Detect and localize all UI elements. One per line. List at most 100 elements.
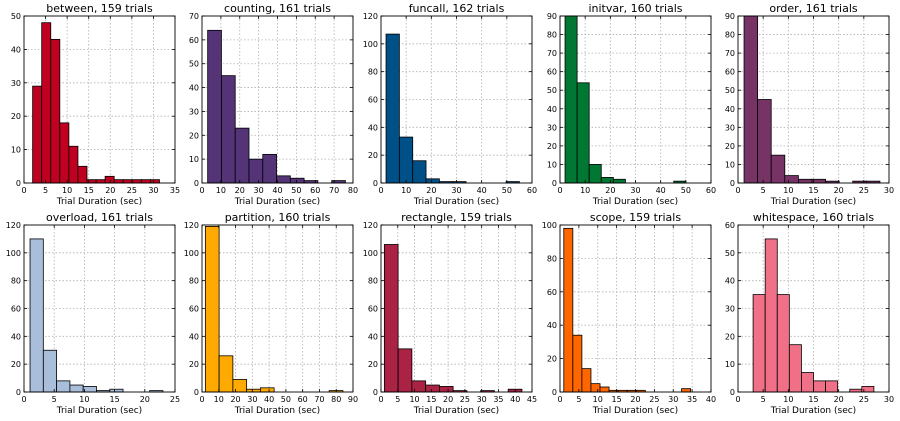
- x-axis-label: Trial Duration (sec): [413, 197, 499, 207]
- x-tick-label: 0: [199, 186, 204, 195]
- x-tick-label: 40: [477, 186, 487, 195]
- x-tick-label: 25: [127, 186, 137, 195]
- y-tick-label: 30: [725, 305, 735, 314]
- histogram-bar: [398, 136, 414, 184]
- y-tick-label: 50: [725, 86, 735, 95]
- histogram-bar: [411, 380, 427, 393]
- histogram-bar: [681, 388, 692, 393]
- subplot-3: 0 10 20 30 40 50 60 0 20 40 60 80 100 120 funcall, 162…: [363, 2, 537, 207]
- histogram-bar: [385, 33, 400, 184]
- y-tick-label: 80: [11, 277, 21, 286]
- x-tick-label: 40: [272, 186, 282, 195]
- histogram-bar: [113, 179, 124, 184]
- y-tick-label: 20: [11, 112, 21, 121]
- y-tick-label: 40: [11, 45, 21, 54]
- y-tick-label: 120: [363, 221, 378, 230]
- x-tick-label: 10: [216, 186, 226, 195]
- y-tick-label: 60: [11, 305, 21, 314]
- subplot-8: 0 5 10 15 20 25 30 35 40 45 0 20 40 60 80 100 120 rectang…: [363, 211, 537, 416]
- subplot-6: 0 5 10 15 20 25 0 20 40 60 80 100 120 overload, 161 t…: [6, 211, 180, 416]
- x-tick-label: 80: [348, 186, 358, 195]
- y-tick-label: 90: [725, 12, 735, 21]
- y-tick-label: 60: [368, 305, 378, 314]
- x-tick-label: 15: [84, 186, 94, 195]
- y-tick-label: 80: [189, 277, 199, 286]
- y-tick-label: 0: [552, 388, 557, 397]
- x-tick-label: 35: [170, 186, 180, 195]
- y-tick-label: 80: [547, 254, 557, 263]
- y-tick-label: 60: [547, 68, 557, 77]
- subplot-title: rectangle, 159 trials: [401, 211, 512, 224]
- histogram-bar: [69, 384, 84, 393]
- x-axis-label: Trial Duration (sec): [770, 406, 856, 416]
- x-tick-label: 25: [649, 395, 659, 404]
- x-tick-label: 0: [735, 395, 740, 404]
- histogram-bar: [784, 175, 799, 184]
- x-tick-label: 20: [605, 186, 615, 195]
- histogram-bar: [232, 379, 248, 393]
- x-tick-label: 20: [235, 186, 245, 195]
- histogram-bar: [599, 386, 610, 393]
- x-tick-label: 30: [451, 186, 461, 195]
- histogram-bar: [276, 175, 291, 184]
- y-tick-label: 20: [547, 355, 557, 364]
- y-tick-label: 70: [725, 49, 735, 58]
- x-tick-label: 40: [510, 395, 520, 404]
- histogram-bar: [68, 145, 79, 184]
- y-tick-label: 40: [547, 321, 557, 330]
- x-tick-label: 20: [443, 395, 453, 404]
- y-tick-label: 50: [11, 12, 21, 21]
- x-tick-label: 20: [834, 395, 844, 404]
- x-tick-label: 40: [264, 395, 274, 404]
- x-tick-label: 10: [401, 186, 411, 195]
- x-tick-label: 5: [576, 395, 581, 404]
- subplot-title: scope, 159 trials: [590, 211, 681, 224]
- y-tick-label: 30: [189, 107, 199, 116]
- y-tick-label: 0: [194, 388, 199, 397]
- y-tick-label: 100: [363, 40, 378, 49]
- y-tick-label: 100: [542, 221, 557, 230]
- histogram-bar: [412, 160, 427, 184]
- x-tick-label: 15: [808, 395, 818, 404]
- histogram-bar: [825, 380, 839, 393]
- histogram-bar: [576, 82, 590, 184]
- x-tick-label: 5: [761, 395, 766, 404]
- histogram-bar: [438, 386, 454, 393]
- y-tick-label: 40: [725, 105, 735, 114]
- x-tick-label: 0: [557, 186, 562, 195]
- histogram-bar: [764, 238, 778, 393]
- histogram-bar: [813, 380, 826, 393]
- x-tick-label: 45: [527, 395, 537, 404]
- y-tick-label: 50: [725, 249, 735, 258]
- histogram-bar: [600, 177, 614, 184]
- x-axis-label: Trial Duration (sec): [56, 197, 142, 207]
- y-tick-label: 0: [194, 179, 199, 188]
- x-tick-label: 0: [735, 186, 740, 195]
- x-tick-label: 30: [668, 395, 678, 404]
- subplot-title: order, 161 trials: [769, 2, 858, 15]
- x-tick-label: 25: [460, 395, 470, 404]
- x-tick-label: 80: [331, 395, 341, 404]
- x-tick-label: 10: [783, 186, 793, 195]
- x-tick-label: 60: [298, 395, 308, 404]
- histogram-bar: [397, 348, 413, 393]
- x-tick-label: 30: [148, 186, 158, 195]
- y-tick-label: 40: [189, 332, 199, 341]
- y-tick-label: 0: [373, 179, 378, 188]
- histogram-bar: [221, 75, 236, 184]
- x-tick-label: 20: [834, 186, 844, 195]
- x-tick-label: 10: [214, 395, 224, 404]
- y-tick-label: 80: [725, 31, 735, 40]
- histogram-bar: [752, 294, 766, 393]
- subplot-4: 0 10 20 30 40 50 60 0 10 20 30 40 50 60 70 80 90 initvar,…: [547, 2, 716, 207]
- x-axis-label: Trial Duration (sec): [592, 406, 678, 416]
- histogram-bar: [798, 178, 813, 184]
- y-tick-label: 10: [547, 160, 557, 169]
- histogram-bar: [207, 29, 222, 184]
- x-tick-label: 30: [884, 395, 894, 404]
- y-tick-label: 60: [547, 288, 557, 297]
- subplot-1: 0 5 10 15 20 25 30 35 0 10 20 30 40 50 between, 159 tr…: [11, 2, 180, 207]
- y-tick-label: 120: [184, 221, 199, 230]
- subplot-9: 0 5 10 15 20 25 30 35 40 0 20 40 60 80 100 scope, 159 t…: [542, 211, 716, 416]
